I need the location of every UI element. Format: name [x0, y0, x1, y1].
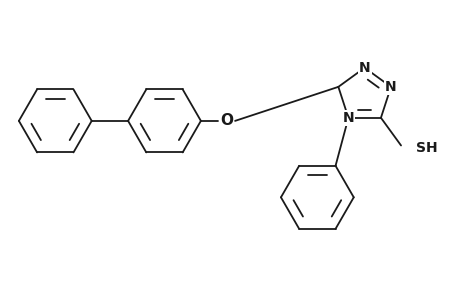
Text: N: N [342, 111, 353, 125]
Text: SH: SH [415, 141, 437, 155]
Text: N: N [384, 80, 396, 94]
Text: O: O [219, 113, 232, 128]
Text: N: N [358, 61, 369, 75]
